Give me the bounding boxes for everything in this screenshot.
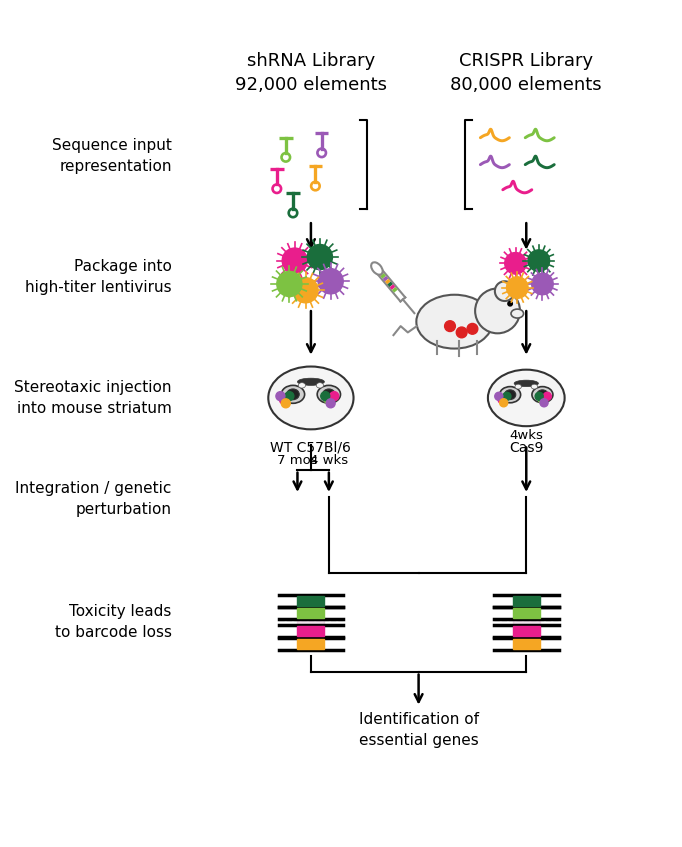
Text: Toxicity leads
to barcode loss: Toxicity leads to barcode loss <box>55 604 172 640</box>
Circle shape <box>532 274 553 295</box>
Ellipse shape <box>514 380 538 386</box>
Circle shape <box>325 396 333 404</box>
Circle shape <box>308 245 332 269</box>
Bar <box>297 639 325 649</box>
Circle shape <box>277 271 302 296</box>
Bar <box>513 639 539 649</box>
Circle shape <box>318 268 343 294</box>
Ellipse shape <box>316 383 323 388</box>
Ellipse shape <box>323 389 335 400</box>
Ellipse shape <box>505 390 516 400</box>
Text: 4 wks: 4 wks <box>310 454 348 467</box>
Text: Stereotaxic injection
into mouse striatum: Stereotaxic injection into mouse striatu… <box>14 380 172 416</box>
Circle shape <box>500 399 507 407</box>
Circle shape <box>330 391 339 401</box>
Circle shape <box>276 391 285 401</box>
Bar <box>297 595 325 606</box>
Bar <box>513 595 539 606</box>
Ellipse shape <box>317 385 340 403</box>
Ellipse shape <box>371 263 383 274</box>
Ellipse shape <box>500 386 520 403</box>
Text: Sequence input
representation: Sequence input representation <box>52 138 172 174</box>
Ellipse shape <box>515 385 522 389</box>
Circle shape <box>326 399 335 407</box>
Text: 7 mos: 7 mos <box>277 454 318 467</box>
Ellipse shape <box>531 385 537 389</box>
Ellipse shape <box>537 390 548 400</box>
Ellipse shape <box>268 367 353 429</box>
Circle shape <box>281 399 291 407</box>
Text: Cas9: Cas9 <box>509 441 544 455</box>
Circle shape <box>285 391 294 401</box>
Bar <box>297 626 325 636</box>
Circle shape <box>508 302 512 306</box>
Circle shape <box>535 392 544 401</box>
Ellipse shape <box>488 369 565 426</box>
Ellipse shape <box>286 389 299 400</box>
Circle shape <box>498 396 506 403</box>
Circle shape <box>540 399 548 407</box>
Ellipse shape <box>416 295 492 349</box>
Circle shape <box>445 321 456 331</box>
Text: CRISPR Library
80,000 elements: CRISPR Library 80,000 elements <box>450 53 602 94</box>
Text: 4wks: 4wks <box>509 429 543 442</box>
Circle shape <box>507 277 528 298</box>
Circle shape <box>505 252 527 274</box>
Circle shape <box>456 327 467 338</box>
Circle shape <box>544 392 551 401</box>
Text: WT C57Bl/6: WT C57Bl/6 <box>271 441 351 455</box>
Ellipse shape <box>297 378 325 385</box>
Ellipse shape <box>532 386 553 403</box>
Bar <box>513 619 539 628</box>
Text: Package into
high-titer lentivirus: Package into high-titer lentivirus <box>25 259 172 295</box>
Circle shape <box>494 392 503 401</box>
Circle shape <box>538 396 546 403</box>
Circle shape <box>467 324 478 335</box>
Ellipse shape <box>511 309 524 318</box>
Bar <box>297 608 325 618</box>
Text: shRNA Library
92,000 elements: shRNA Library 92,000 elements <box>235 53 387 94</box>
Bar <box>513 626 539 636</box>
Text: Identification of
essential genes: Identification of essential genes <box>359 712 479 748</box>
Bar <box>513 608 539 618</box>
Circle shape <box>475 289 520 334</box>
Ellipse shape <box>281 385 305 403</box>
Circle shape <box>321 391 330 401</box>
Bar <box>297 619 325 628</box>
Circle shape <box>495 281 515 301</box>
Circle shape <box>503 392 511 401</box>
Text: Integration / genetic
perturbation: Integration / genetic perturbation <box>16 481 172 518</box>
Ellipse shape <box>298 383 306 388</box>
Circle shape <box>528 250 550 271</box>
Circle shape <box>293 278 318 303</box>
Circle shape <box>280 396 288 404</box>
Circle shape <box>282 248 308 274</box>
